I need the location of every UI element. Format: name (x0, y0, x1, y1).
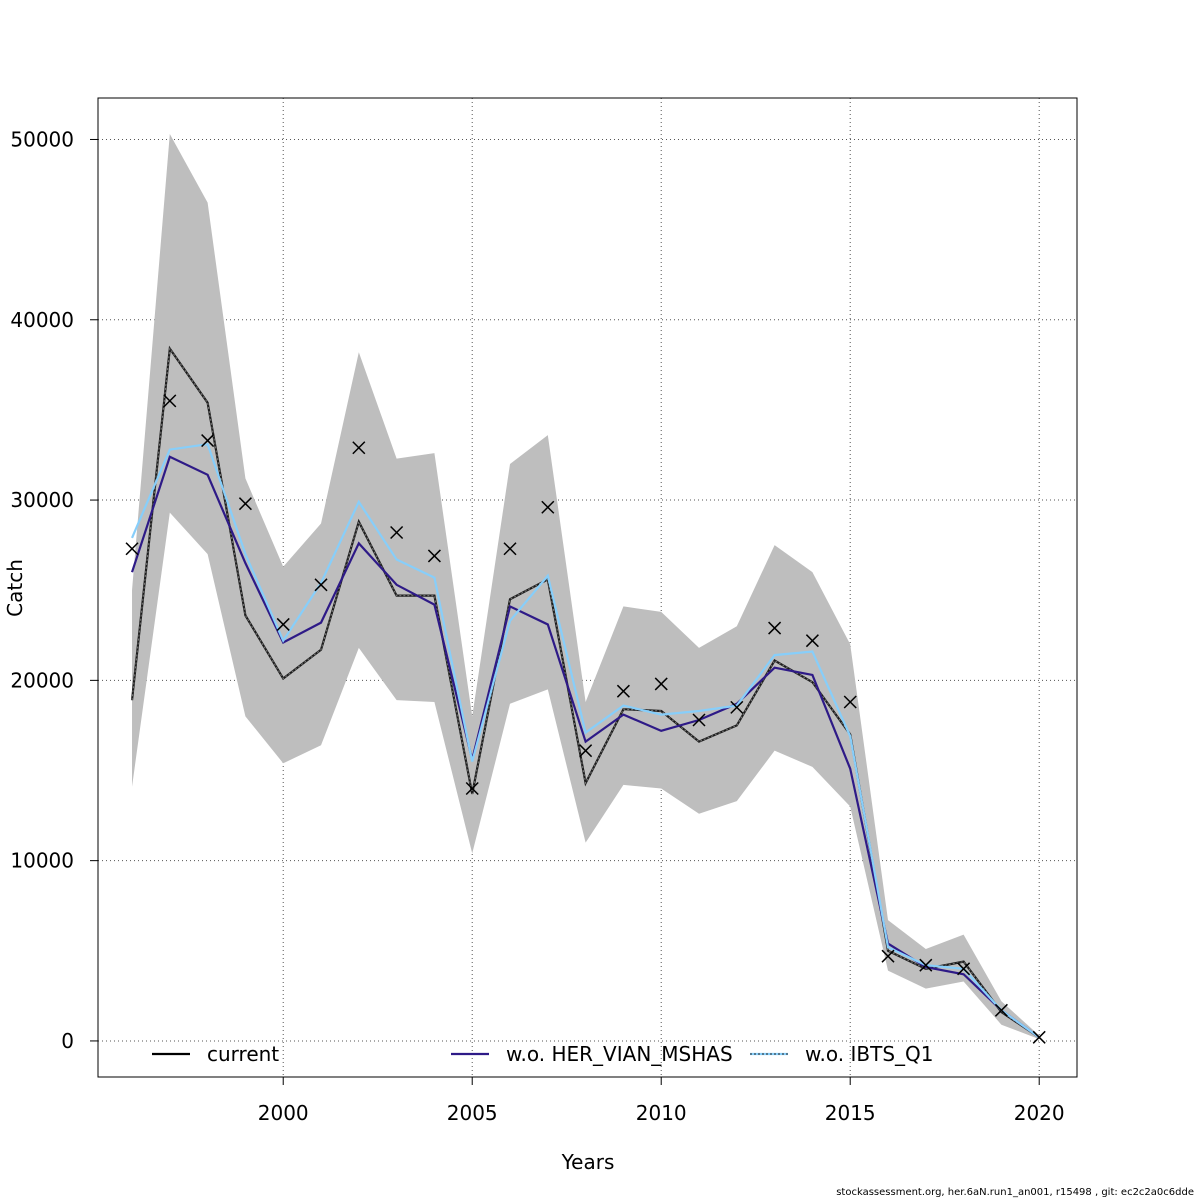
observation-point (692, 713, 706, 727)
plot-frame (97, 97, 1078, 1078)
observation-point (805, 634, 819, 648)
observation-point (768, 621, 782, 635)
series-line-wo-ibts-q1 (131, 442, 1040, 1039)
x-tick-label: 2010 (636, 1101, 687, 1125)
observation-cross-stroke (881, 949, 895, 963)
observation-cross-stroke (730, 700, 744, 714)
observation-point (276, 617, 290, 631)
observation-cross-stroke (919, 958, 933, 972)
observation-point (238, 497, 252, 511)
observation-point (503, 542, 517, 556)
legend-item: w.o. HER_VIAN_MSHAS (451, 1042, 733, 1066)
observation-point (390, 525, 404, 540)
observation-cross-stroke (768, 621, 782, 635)
observation-cross-stroke (352, 441, 366, 455)
x-tick-label: 2020 (1014, 1101, 1065, 1125)
observation-point (919, 958, 933, 972)
observation-point (654, 677, 668, 691)
observation-cross-stroke (994, 1003, 1008, 1017)
y-tick-label: 10000 (10, 849, 74, 873)
legend-label: w.o. HER_VIAN_MSHAS (506, 1042, 733, 1066)
series-line-current-dash (131, 347, 1040, 1038)
observation-point (314, 578, 328, 592)
confidence-band (132, 134, 1040, 1040)
y-tick-label: 50000 (10, 127, 74, 151)
observation-point (881, 949, 895, 963)
observation-points-group (125, 394, 1046, 1044)
x-axis: 2000 2005 2010 2015 2020 (258, 1077, 1065, 1125)
observation-point (1032, 1030, 1046, 1044)
legend-item: current (152, 1042, 279, 1066)
observation-cross-stroke (1032, 1030, 1046, 1044)
observation-cross-stroke (427, 549, 441, 563)
y-tick-label: 20000 (10, 668, 74, 692)
observation-cross-stroke (238, 497, 252, 511)
observation-point (427, 549, 441, 563)
observation-point (352, 441, 366, 455)
observation-cross-stroke (692, 713, 706, 727)
series-lines-group (130, 345, 1040, 1039)
x-tick-label: 2015 (825, 1101, 876, 1125)
observation-cross-stroke (957, 962, 971, 976)
observation-point (125, 542, 139, 556)
observation-cross-stroke (314, 578, 328, 592)
observation-cross-stroke (805, 634, 819, 648)
observation-point (163, 394, 177, 408)
observation-cross-stroke (163, 394, 177, 408)
observation-point (541, 500, 555, 514)
observation-point (994, 1003, 1008, 1017)
observation-cross-stroke (616, 684, 630, 698)
observation-cross-stroke (579, 744, 593, 758)
observation-cross-stroke (390, 525, 404, 540)
observation-point (465, 781, 479, 796)
x-tick-label: 2000 (258, 1101, 309, 1125)
y-axis-label: Catch (3, 559, 27, 617)
x-axis-label: Years (561, 1150, 615, 1174)
footer-credit: stockassessment.org, her.6aN.run1_an001,… (836, 1187, 1194, 1198)
observation-point (201, 434, 215, 448)
y-tick-label: 0 (61, 1029, 74, 1053)
observation-cross-stroke (654, 677, 668, 691)
legend-label: current (207, 1042, 279, 1066)
observation-cross-stroke (503, 542, 517, 556)
observation-point (957, 962, 971, 976)
legend-item: w.o. IBTS_Q1 (750, 1042, 933, 1066)
observation-cross-stroke (541, 500, 555, 514)
observation-cross-stroke (465, 781, 479, 796)
observation-cross-stroke (201, 434, 215, 448)
legend-label: w.o. IBTS_Q1 (805, 1042, 933, 1066)
observation-point (616, 684, 630, 698)
observation-point (843, 695, 857, 709)
y-tick-label: 30000 (10, 488, 74, 512)
observation-cross-stroke (843, 695, 857, 709)
observation-point (579, 744, 593, 758)
legend: current w.o. HER_VIAN_MSHAS w.o. IBTS_Q1 (152, 1042, 933, 1066)
y-tick-label: 40000 (10, 308, 74, 332)
observation-cross-stroke (125, 542, 139, 556)
x-tick-label: 2005 (447, 1101, 498, 1125)
confidence-band-group (132, 134, 1040, 1040)
y-axis: 0 10000 20000 30000 40000 50000 (10, 127, 98, 1053)
observation-point (730, 700, 744, 714)
observation-cross-stroke (276, 617, 290, 631)
